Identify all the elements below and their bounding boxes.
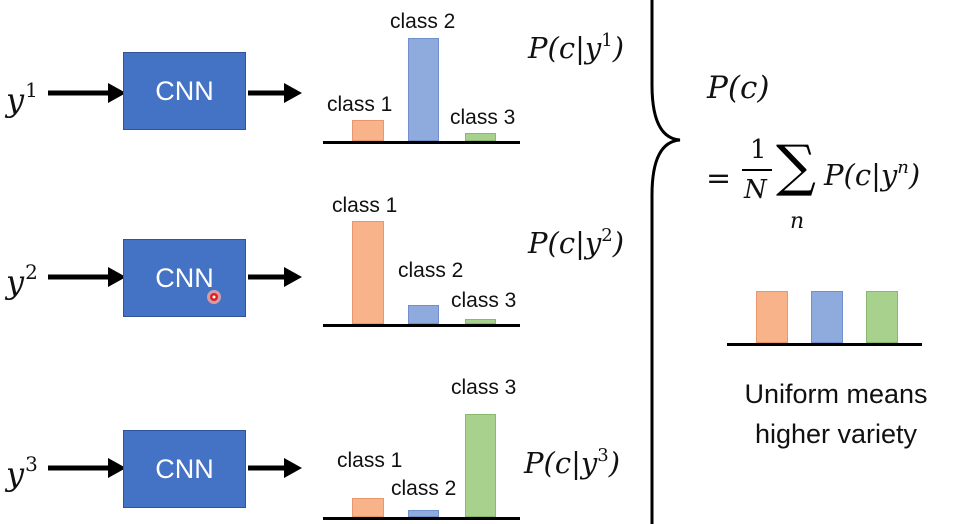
- caption-line2: higher variety: [754, 419, 918, 449]
- uniform-axis: [727, 343, 922, 346]
- cnn-box-3: CNN: [123, 430, 246, 508]
- bar-row1-class3: [465, 133, 496, 141]
- fraction-bar: [742, 169, 772, 171]
- uniform-bar-class2: [811, 291, 843, 343]
- sum-index: n: [790, 209, 805, 234]
- bar-row3-class1: [352, 498, 384, 517]
- sum-term: P(c|yn): [824, 157, 921, 192]
- caption: Uniform means higher variety: [706, 374, 966, 454]
- arrow-icon: [248, 267, 302, 287]
- bar-row1-class2: [408, 38, 439, 141]
- label-row2-class2: class 2: [398, 259, 464, 282]
- bar-row2-class2: [408, 305, 439, 324]
- input-y1: y1: [6, 78, 38, 119]
- label-row1-class3: class 3: [450, 106, 516, 129]
- prob-row3: P(c|y3): [524, 445, 621, 480]
- arrow-icon: [248, 458, 302, 478]
- label-row1-class2: class 2: [390, 10, 456, 33]
- caption-line1: Uniform means: [744, 379, 928, 409]
- axis-row3: [323, 517, 520, 520]
- label-row2-class3: class 3: [451, 289, 517, 312]
- label-row3-class2: class 2: [391, 477, 457, 500]
- input-y2: y2: [6, 260, 38, 301]
- sum-symbol: ∑: [776, 134, 816, 199]
- label-row3-class3: class 3: [451, 376, 517, 399]
- bar-row3-class3: [465, 414, 496, 517]
- label-row1-class1: class 1: [327, 93, 393, 116]
- arrow-icon: [48, 83, 126, 103]
- bar-row1-class1: [352, 120, 384, 141]
- prob-row1: P(c|y1): [528, 30, 625, 65]
- uniform-bar-class1: [756, 291, 788, 343]
- fraction-denominator: N: [744, 175, 767, 205]
- cnn-box-1: CNN: [123, 52, 246, 130]
- pc-label: P(c): [707, 70, 770, 106]
- arrow-icon: [48, 458, 126, 478]
- uniform-bar-class3: [866, 291, 898, 343]
- axis-row2: [323, 324, 520, 327]
- arrow-icon: [48, 267, 126, 287]
- prob-row2: P(c|y2): [528, 225, 625, 260]
- label-row3-class1: class 1: [337, 449, 403, 472]
- average-formula: = 1 N ∑ n P(c|yn): [702, 131, 962, 241]
- input-y3: y3: [6, 452, 38, 493]
- cnn-box-2: CNN: [123, 239, 246, 317]
- cursor-dot-icon: [207, 290, 221, 304]
- equals-sign: =: [706, 161, 732, 196]
- label-row2-class1: class 1: [332, 194, 398, 217]
- curly-brace-icon: [650, 0, 681, 524]
- fraction-numerator: 1: [750, 135, 767, 165]
- bar-row2-class1: [352, 221, 384, 324]
- bar-row2-class3: [465, 319, 496, 324]
- axis-row1: [323, 141, 520, 144]
- arrow-icon: [248, 83, 302, 103]
- bar-row3-class2: [408, 510, 439, 517]
